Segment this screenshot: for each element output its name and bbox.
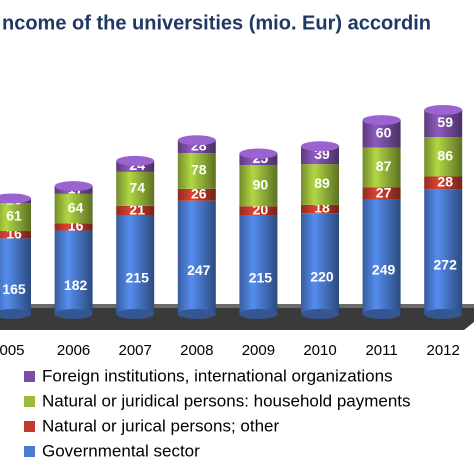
- data-label: 59: [437, 114, 453, 130]
- legend-swatch: [24, 371, 35, 382]
- x-tick-label: 005: [0, 342, 25, 359]
- bar-segment: [54, 230, 93, 314]
- legend-label: Foreign institutions, international orga…: [42, 366, 393, 385]
- bar-segment: [301, 164, 339, 205]
- bar-cap: [54, 181, 93, 192]
- x-tick-label: 2007: [119, 342, 152, 359]
- bar-segment: [301, 213, 339, 314]
- bar-segment: [116, 171, 155, 206]
- data-label: 74: [129, 180, 145, 196]
- data-label: 215: [126, 269, 150, 285]
- bar-segment: [116, 160, 155, 172]
- x-tick-label: 2010: [303, 342, 336, 359]
- data-label: 272: [434, 256, 458, 272]
- bar-base: [116, 309, 155, 319]
- data-label: 215: [249, 269, 273, 285]
- legend-swatch: [24, 421, 35, 432]
- bar-base: [54, 309, 93, 319]
- bar-segment: [424, 137, 463, 177]
- bar-segment: [177, 200, 216, 314]
- bar-segment: [239, 153, 278, 166]
- x-tick-label: 2006: [57, 342, 90, 359]
- data-label: 87: [376, 158, 392, 174]
- bar-cap: [239, 148, 278, 159]
- data-label: 78: [191, 162, 207, 178]
- bar-segment: [177, 188, 216, 201]
- bar-segment: [301, 146, 339, 165]
- legend-swatch: [24, 396, 35, 407]
- data-label: 247: [187, 262, 211, 278]
- bar-segment: [54, 193, 93, 224]
- bar-base: [362, 309, 401, 319]
- bar-base: [0, 309, 31, 319]
- data-label: 61: [6, 208, 22, 224]
- bar-segment: [177, 153, 216, 189]
- bar-segment: [424, 189, 463, 314]
- legend-label: Governmental sector: [42, 441, 200, 460]
- bar-base: [239, 309, 278, 319]
- bar-base: [301, 309, 339, 319]
- data-label: 165: [2, 281, 26, 297]
- bar-segment: [239, 215, 278, 314]
- x-tick-label: 2009: [242, 342, 275, 359]
- data-label: 90: [253, 176, 269, 192]
- bar-cap: [116, 155, 155, 166]
- data-label: 28: [437, 174, 453, 190]
- bar-segment: [0, 238, 31, 314]
- data-label: 220: [310, 268, 334, 284]
- x-tick-label: 2011: [365, 342, 397, 359]
- bar-base: [177, 309, 216, 319]
- bar-cap: [362, 115, 401, 126]
- bar-segment: [424, 176, 463, 190]
- x-tick-label: 2012: [427, 342, 460, 359]
- bar-segment: [362, 187, 401, 200]
- data-label: 60: [376, 125, 392, 141]
- bar-segment: [54, 223, 93, 231]
- data-label: 86: [437, 147, 453, 163]
- data-label: 249: [372, 262, 396, 278]
- data-label: 27: [376, 184, 392, 200]
- bar-base: [424, 309, 463, 319]
- bar-segment: [116, 205, 155, 216]
- data-label: 182: [64, 277, 88, 293]
- legend-swatch: [24, 446, 35, 457]
- bar-segment: [116, 215, 155, 314]
- bar-segment: [362, 147, 401, 188]
- legend-label: Natural or juridical persons: household …: [42, 391, 411, 410]
- bar-segment: [0, 231, 31, 239]
- bar-segment: [362, 199, 401, 314]
- bar-segment: [239, 165, 278, 207]
- bar-cap: [177, 135, 216, 146]
- bar-segment: [239, 206, 278, 216]
- data-label: 89: [314, 175, 330, 191]
- bar-segment: [0, 203, 31, 232]
- data-label: 26: [191, 186, 207, 202]
- bar-cap: [0, 193, 31, 204]
- legend-label: Natural or jurical persons; other: [42, 416, 280, 435]
- bar-segment: [301, 204, 339, 214]
- chart-title: ncome of the universities (mio. Eur) acc…: [2, 12, 431, 34]
- bar-cap: [301, 141, 339, 152]
- bar-cap: [424, 105, 463, 115]
- x-tick-label: 2008: [180, 342, 213, 359]
- data-label: 64: [68, 199, 84, 215]
